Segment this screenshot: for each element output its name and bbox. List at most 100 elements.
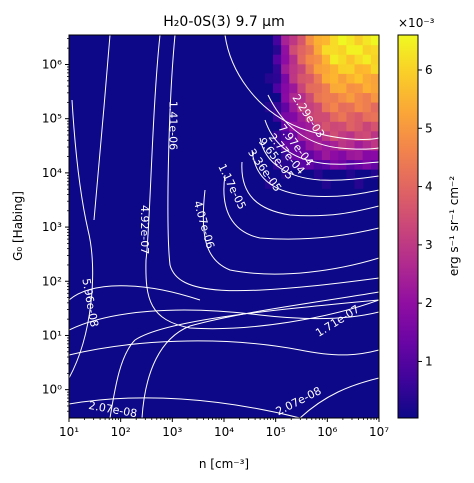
heatmap-cell	[264, 102, 274, 113]
heatmap-cell	[346, 140, 356, 151]
heatmap-cell	[289, 140, 299, 151]
heatmap-cell	[330, 63, 339, 74]
heatmap-cell	[330, 92, 339, 103]
heatmap-cell	[297, 140, 307, 151]
x-tick-label: 10¹	[59, 425, 79, 439]
heatmap-cell	[354, 111, 364, 122]
heatmap-cell	[362, 35, 372, 46]
heatmap-cell	[297, 130, 307, 141]
heatmap-cell	[281, 54, 290, 65]
heatmap-cell	[313, 169, 323, 180]
heatmap-cell	[321, 44, 331, 55]
heatmap-cell	[338, 111, 347, 122]
heatmap-cell	[281, 159, 290, 170]
heatmap-cell	[330, 54, 339, 65]
y-tick-label: 10⁰	[42, 383, 62, 397]
heatmap-cell	[264, 73, 274, 84]
x-axis-ticks: 10¹ 10² 10³ 10⁴ 10⁵ 10⁶ 10⁷	[59, 418, 389, 439]
heatmap-cell	[370, 159, 379, 170]
heatmap-cell	[370, 130, 379, 141]
heatmap-cell	[297, 111, 307, 122]
heatmap-cell	[297, 73, 307, 84]
heatmap-cell	[272, 54, 282, 65]
heatmap-cell	[281, 35, 290, 46]
y-tick-label: 10²	[42, 274, 62, 288]
heatmap-cell	[330, 111, 339, 122]
heatmap-cell	[281, 82, 290, 94]
contour-line	[224, 35, 379, 140]
heatmap-cell	[346, 63, 356, 74]
contour-label: 1.41e-06	[166, 101, 179, 150]
heatmap-cell	[289, 82, 299, 94]
heatmap-cell	[289, 44, 299, 55]
heatmap-cell	[370, 44, 379, 55]
colorbar-label: erg s⁻¹ sr⁻¹ cm⁻²	[447, 176, 461, 277]
heatmap-cell	[338, 82, 347, 94]
heatmap-cell	[305, 140, 315, 151]
heatmap-cell	[289, 35, 299, 46]
contour-line	[69, 340, 379, 356]
heatmap-cell	[354, 102, 364, 113]
heatmap-cell	[354, 140, 364, 151]
heatmap-cell	[346, 54, 356, 65]
heatmap-cell	[338, 63, 347, 74]
colorbar-gradient	[397, 34, 419, 419]
heatmap-cell	[297, 102, 307, 113]
heatmap-cell	[313, 130, 323, 141]
heatmap-cell	[346, 111, 356, 122]
heatmap-cell	[289, 92, 299, 103]
heatmap-cell	[354, 149, 364, 161]
heatmap-cell	[362, 121, 372, 132]
heatmap-cell	[313, 63, 323, 74]
heatmap-cell	[338, 149, 347, 161]
heatmap-cell	[370, 63, 379, 74]
heatmap-cell	[321, 178, 331, 189]
heatmap-cell	[297, 159, 307, 170]
heatmap-cell	[305, 130, 315, 141]
heatmap-cell	[321, 63, 331, 74]
x-tick-label: 10⁵	[266, 425, 286, 439]
heatmap-cell	[370, 82, 379, 94]
heatmap-cell	[354, 35, 364, 46]
heatmap-cell	[321, 54, 331, 65]
contour-line	[259, 137, 379, 181]
heatmap-cell	[362, 44, 372, 55]
heatmap-cell	[346, 92, 356, 103]
contour-line	[202, 189, 379, 275]
contour-line	[69, 397, 301, 418]
heatmap-cell	[272, 35, 282, 46]
heatmap-cell	[313, 159, 323, 170]
heatmap-cell	[346, 102, 356, 113]
y-tick-label: 10¹	[42, 328, 62, 342]
heatmap-cell	[362, 102, 372, 113]
heatmap-cell	[281, 73, 290, 84]
heatmap-cell	[354, 82, 364, 94]
contour-line	[109, 299, 379, 418]
contour-line	[223, 174, 379, 240]
heatmap-cell	[370, 149, 379, 161]
heatmap-cell	[281, 140, 290, 151]
contour-line	[251, 149, 379, 198]
heatmap-cell	[362, 73, 372, 84]
heatmap-cell	[346, 121, 356, 132]
x-tick-label: 10²	[111, 425, 131, 439]
heatmap-cell	[305, 73, 315, 84]
heatmap-cell	[362, 159, 372, 170]
heatmap-cell	[370, 169, 379, 180]
heatmap-cell	[305, 92, 315, 103]
heatmap-cell	[305, 44, 315, 55]
contour-lines	[69, 35, 379, 418]
heatmap-cell	[346, 169, 356, 180]
heatmap-cell	[313, 92, 323, 103]
y-tick-label: 10⁴	[42, 166, 62, 180]
heatmap-cell	[321, 111, 331, 122]
heatmap-cell	[313, 82, 323, 94]
heatmap-cell	[370, 102, 379, 113]
y-tick-label: 10⁵	[42, 112, 62, 126]
heatmap-cell	[313, 54, 323, 65]
heatmap-cell	[321, 121, 331, 132]
heatmap-cell	[346, 35, 356, 46]
heatmap-cell	[321, 149, 331, 161]
heatmap-cell	[289, 159, 299, 170]
heatmap-cell	[330, 44, 339, 55]
